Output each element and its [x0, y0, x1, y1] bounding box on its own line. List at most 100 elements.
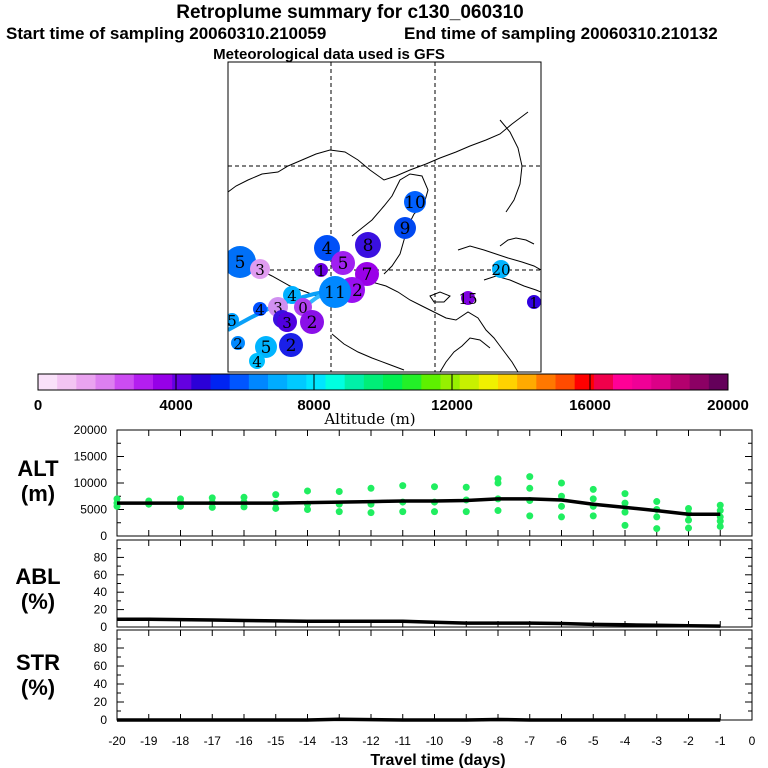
cluster-marker [314, 263, 328, 277]
x-tick-label: -14 [299, 734, 317, 748]
map-gridlines [228, 62, 541, 372]
series-line [117, 717, 721, 722]
cluster-marker [300, 310, 324, 334]
colorbar-swatch [440, 374, 461, 390]
x-tick-label: -3 [651, 734, 662, 748]
scatter-point [589, 495, 597, 503]
cluster-marker [314, 235, 340, 261]
colorbar-swatch [344, 374, 365, 390]
cluster-marker [277, 312, 297, 332]
scatter-point [462, 483, 470, 491]
altitude-colorbar: 0 4000 8000 12000 16000 20000 Altitude (m) [34, 373, 749, 428]
scatter-point [558, 479, 565, 487]
scatter-point [685, 504, 692, 512]
cluster-label: 7 [362, 265, 373, 285]
colorbar-tick-label: 8000 [297, 397, 330, 414]
scatter-point [716, 522, 724, 530]
cluster-marker [394, 217, 416, 239]
cluster-marker [249, 353, 265, 369]
scatter-point [177, 495, 184, 503]
colorbar-swatch [57, 374, 77, 390]
scatter-point [526, 512, 534, 520]
chart-title: Retroplume summary for c130_060310 [176, 2, 524, 23]
x-tick-label: -4 [620, 734, 631, 748]
scatter-point [335, 487, 343, 495]
colorbar-swatch [210, 374, 231, 390]
cluster-marker [279, 333, 303, 357]
y-tick-label: 15000 [74, 450, 108, 464]
colorbar-swatch [689, 374, 710, 390]
cluster-label: 2 [307, 313, 318, 333]
y-tick-label: 60 [94, 659, 108, 673]
map-panel: 1094853571121120151403413225425 [227, 61, 542, 373]
sampling-start-text: Start time of sampling 20060310.210059 [6, 24, 327, 43]
cluster-marker [527, 295, 541, 309]
scatter-point [621, 521, 629, 529]
cluster-markers: 1094853571121120151403413225425 [227, 191, 541, 371]
x-tick-label: -19 [140, 734, 158, 748]
x-tick-label: -1 [715, 734, 726, 748]
x-tick-label: -12 [362, 734, 380, 748]
scatter-point [272, 491, 280, 499]
cluster-marker [319, 276, 351, 308]
scatter-point [653, 513, 661, 521]
y-tick-label: 0 [100, 620, 107, 634]
cluster-marker [228, 313, 239, 327]
cluster-marker [283, 286, 301, 304]
colorbar-swatch [670, 374, 691, 390]
colorbar-swatch [38, 374, 58, 390]
x-tick-label: -5 [588, 734, 599, 748]
scatter-point [367, 484, 375, 492]
map-coastlines [228, 111, 541, 372]
scatter-point [113, 495, 121, 503]
cluster-marker [355, 232, 381, 258]
cluster-label: 2 [286, 336, 297, 356]
colorbar-swatch [613, 374, 633, 390]
y-tick-label: 0 [100, 713, 107, 727]
scatter-point [431, 508, 438, 516]
colorbar-swatch [421, 374, 441, 390]
cluster-marker [461, 291, 475, 305]
cluster-label: 15 [458, 290, 477, 308]
x-tick-label: 0 [749, 734, 756, 748]
colorbar-swatch [708, 374, 729, 390]
y-tick-label: 20000 [74, 423, 108, 437]
cluster-label: 1 [316, 262, 326, 280]
scatter-point [494, 507, 502, 515]
colorbar-swatch [574, 374, 595, 390]
y-tick-label: 20 [94, 695, 108, 709]
x-tick-label: -15 [267, 734, 285, 748]
colorbar-swatch [229, 374, 250, 390]
scatter-point [526, 473, 534, 481]
panel-1: 0 20 40 60 80 [94, 539, 753, 634]
cluster-label: 5 [261, 338, 272, 358]
colorbar-swatch [383, 374, 403, 390]
colorbar-swatch [114, 374, 135, 390]
colorbar-swatch [478, 374, 499, 390]
cluster-label: 5 [227, 312, 237, 330]
cluster-label: 4 [322, 239, 333, 259]
cluster-marker [331, 251, 355, 275]
x-tick-label: -16 [235, 734, 253, 748]
cluster-label: 2 [233, 335, 243, 353]
colorbar-swatch [517, 374, 537, 390]
cluster-label: 9 [400, 219, 411, 239]
cluster-label: 1 [529, 294, 539, 312]
colorbar-swatch [287, 374, 307, 390]
scatter-point [494, 475, 502, 483]
cluster-marker [253, 302, 267, 316]
x-tick-label: -2 [683, 734, 694, 748]
colorbar-swatch [95, 374, 116, 390]
scatter-point [462, 508, 470, 516]
scatter-point [208, 494, 216, 502]
scatter-point [558, 502, 565, 510]
cluster-label: 4 [287, 287, 297, 305]
colorbar-swatch [632, 374, 652, 390]
y-tick-label: 40 [94, 585, 108, 599]
scatter-point [621, 499, 629, 507]
scatter-point [335, 508, 343, 516]
colorbar-swatch [153, 374, 173, 390]
y-tick-label: 0 [100, 529, 107, 543]
colorbar-swatch [555, 374, 576, 390]
scatter-point [685, 516, 692, 524]
